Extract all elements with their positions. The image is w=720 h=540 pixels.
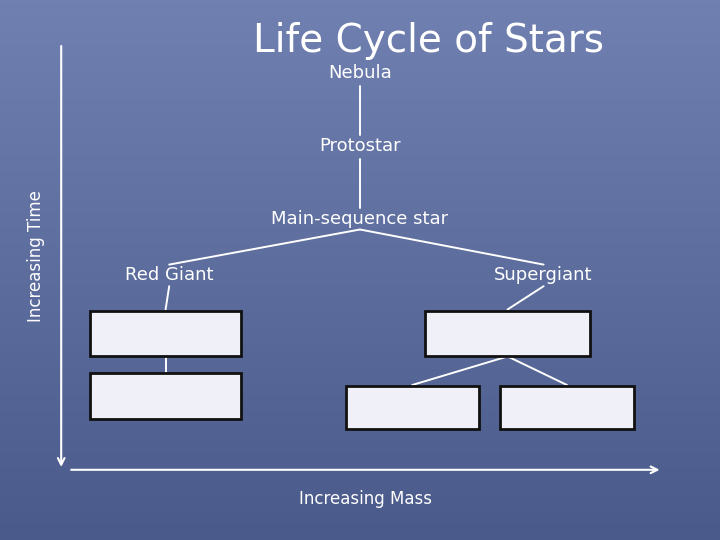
Text: Nebula: Nebula [328, 64, 392, 82]
FancyBboxPatch shape [90, 373, 241, 418]
Text: Protostar: Protostar [319, 137, 401, 155]
FancyBboxPatch shape [425, 310, 590, 356]
Text: Supergiant: Supergiant [495, 266, 593, 285]
Text: Increasing Mass: Increasing Mass [299, 490, 432, 509]
FancyBboxPatch shape [90, 310, 241, 356]
Text: Main-sequence star: Main-sequence star [271, 210, 449, 228]
Text: Life Cycle of Stars: Life Cycle of Stars [253, 22, 604, 59]
Text: Increasing Time: Increasing Time [27, 191, 45, 322]
FancyBboxPatch shape [346, 386, 479, 429]
Text: Red Giant: Red Giant [125, 266, 213, 285]
FancyBboxPatch shape [500, 386, 634, 429]
